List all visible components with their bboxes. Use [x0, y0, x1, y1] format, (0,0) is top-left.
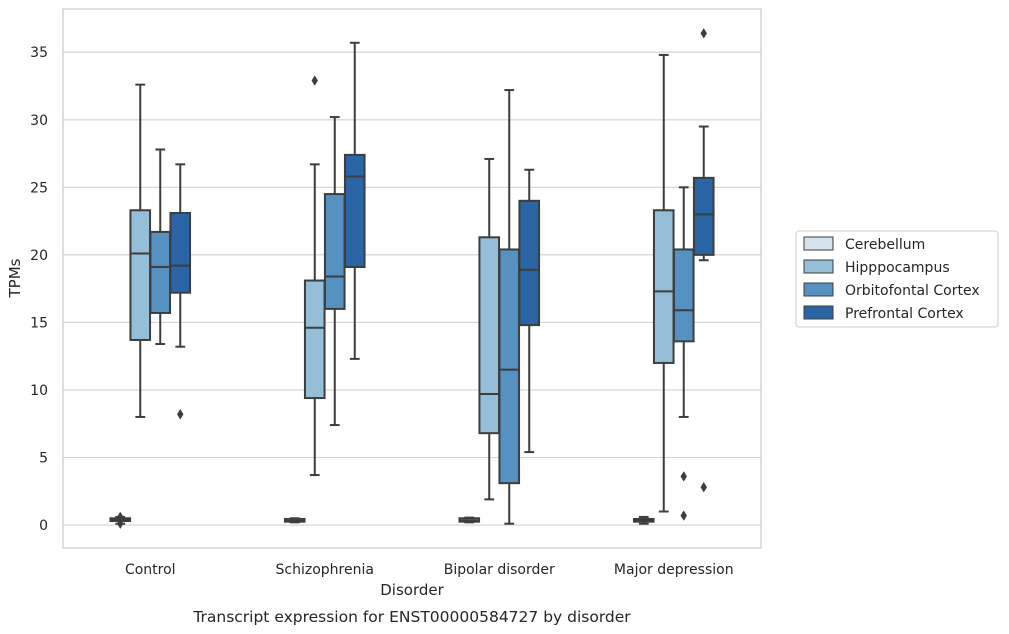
y-tick-label-5: 5	[39, 450, 48, 466]
legend-label-prefrontal-cortex: Prefrontal Cortex	[845, 306, 964, 322]
box-prefrontal-cortex-schizophrenia	[343, 41, 366, 360]
y-axis-title: TPMs	[6, 258, 24, 298]
x-axis-tick-labels: Control Schizophrenia Bipolar disorder Majo…	[125, 562, 734, 578]
box-orbitofontal-cortex-control	[149, 148, 172, 346]
outlier-point	[680, 510, 687, 521]
legend-label-cerebellum: Cerebellum	[845, 237, 925, 253]
outlier-point	[117, 518, 124, 529]
series-cerebellum	[109, 511, 655, 529]
outlier-point	[177, 409, 184, 420]
y-tick-label-0: 0	[39, 518, 48, 534]
box-prefrontal-cortex-bipolar-disorder	[518, 168, 541, 454]
legend-frame	[795, 230, 999, 328]
chart-caption: Transcript expression for ENST0000058472…	[192, 608, 631, 626]
legend-label-hipppocampus: Hipppocampus	[845, 260, 950, 276]
box-cerebellum-control	[109, 511, 132, 529]
box-body	[692, 176, 715, 256]
box-body	[672, 248, 695, 343]
box-hipppocampus-major-depression	[652, 53, 675, 513]
box-series	[109, 28, 715, 529]
box-hipppocampus-schizophrenia	[303, 75, 326, 477]
box-body	[518, 199, 541, 327]
outlier-point	[680, 471, 687, 482]
y-tick-label-15: 15	[30, 315, 48, 331]
outlier-point	[117, 511, 124, 523]
x-tick-label-bipolar-disorder: Bipolar disorder	[444, 562, 555, 578]
box-body	[652, 209, 675, 364]
legend-label-orbitofontal-cortex: Orbitofontal Cortex	[845, 283, 980, 299]
box-hipppocampus-control	[129, 83, 152, 418]
box-orbitofontal-cortex-bipolar-disorder	[498, 89, 521, 525]
box-cerebellum-major-depression	[632, 515, 655, 525]
box-body	[169, 211, 192, 294]
legend-swatch-cerebellum	[803, 236, 834, 251]
legend: Cerebellum Hipppocampus Orbitofontal Corte…	[795, 230, 999, 328]
y-tick-label-25: 25	[30, 180, 48, 196]
box-hipppocampus-bipolar-disorder	[478, 157, 501, 501]
box-body	[343, 153, 366, 269]
series-prefrontal-cortex	[169, 28, 715, 493]
box-body	[478, 236, 501, 435]
outlier-point	[700, 28, 707, 39]
y-tick-label-35: 35	[30, 45, 48, 61]
y-tick-label-30: 30	[30, 113, 48, 129]
series-orbitofontal-cortex	[149, 89, 695, 525]
box-body	[323, 193, 346, 310]
box-cerebellum-bipolar-disorder	[458, 516, 481, 524]
box-prefrontal-cortex-control	[169, 163, 192, 420]
y-tick-label-10: 10	[30, 383, 48, 399]
box-body	[303, 279, 326, 400]
box-prefrontal-cortex-major-depression	[692, 28, 715, 493]
x-tick-label-major-depression: Major depression	[614, 562, 734, 578]
outlier-point	[700, 482, 707, 493]
box-orbitofontal-cortex-schizophrenia	[323, 116, 346, 427]
box-orbitofontal-cortex-major-depression	[672, 186, 695, 521]
box-body	[498, 248, 521, 485]
plot-area-frame	[62, 8, 762, 549]
outlier-point	[311, 75, 318, 86]
x-tick-label-control: Control	[125, 562, 176, 578]
legend-swatch-hipppocampus	[803, 259, 834, 274]
box-cerebellum-schizophrenia	[283, 517, 306, 524]
series-hipppocampus	[129, 53, 675, 513]
x-axis-title: Disorder	[380, 581, 444, 599]
y-tick-label-20: 20	[30, 248, 48, 264]
y-axis-tick-labels: 0 5 10 15 20 25 30 35	[30, 45, 48, 534]
box-body	[149, 230, 172, 314]
x-tick-label-schizophrenia: Schizophrenia	[276, 562, 374, 578]
legend-swatch-prefrontal-cortex	[803, 305, 834, 320]
legend-swatch-orbitofontal-cortex	[803, 282, 834, 297]
box-body	[129, 209, 152, 341]
